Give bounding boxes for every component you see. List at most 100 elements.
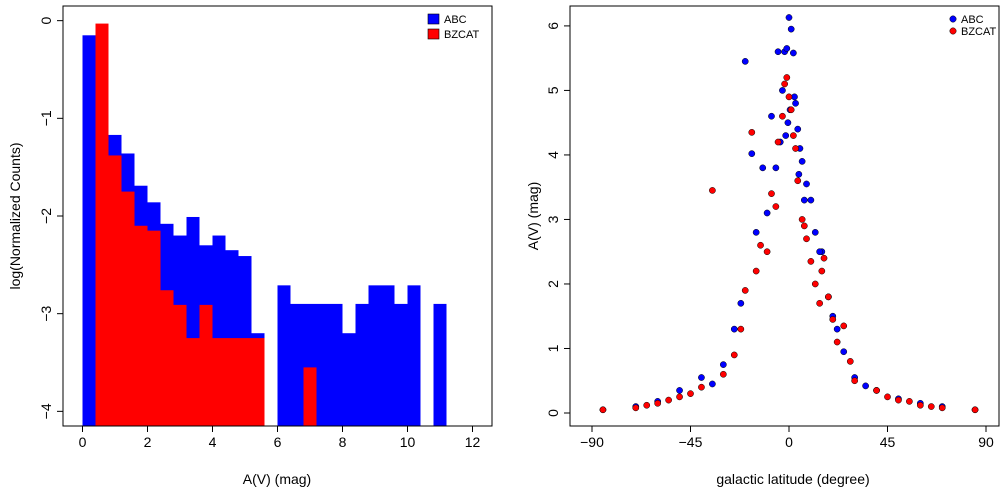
bar-bzcat <box>95 23 109 427</box>
point-bzcat <box>737 325 745 333</box>
point-abc <box>784 119 792 127</box>
bar-abc <box>381 285 395 426</box>
y-tick-label: 2 <box>545 280 561 288</box>
x-tick-label: −90 <box>580 434 604 450</box>
bar-abc <box>329 303 343 426</box>
y-tick-label: 4 <box>545 151 561 159</box>
point-abc <box>737 299 745 307</box>
point-abc <box>698 374 705 381</box>
point-bzcat <box>785 93 793 101</box>
point-bzcat <box>811 280 819 288</box>
x-tick-label: 8 <box>339 434 347 450</box>
histogram-x-axis-title: A(V) (mag) <box>243 471 311 487</box>
point-bzcat <box>730 351 738 359</box>
point-bzcat <box>846 358 854 365</box>
point-abc <box>862 382 869 390</box>
bar-abc <box>277 285 291 426</box>
point-abc <box>816 248 823 256</box>
point-bzcat <box>741 287 749 294</box>
point-bzcat <box>599 406 607 414</box>
bar-abc <box>368 285 382 426</box>
point-bzcat <box>825 293 832 301</box>
point-abc <box>772 164 780 172</box>
histogram-legend: ABC BZCAT <box>427 13 480 41</box>
bar-bzcat <box>108 155 122 426</box>
point-bzcat <box>781 80 788 88</box>
bar-bzcat <box>238 338 252 426</box>
scatter-y-axis: 0 1 2 3 4 5 6 <box>545 22 570 417</box>
point-bzcat <box>820 254 828 262</box>
scatter-plot-frame <box>569 5 1000 427</box>
point-bzcat <box>698 383 705 391</box>
point-abc <box>790 49 797 57</box>
point-abc <box>730 325 738 333</box>
histogram-bars <box>82 23 447 427</box>
point-abc <box>768 112 775 120</box>
point-bzcat <box>632 404 640 412</box>
point-bzcat <box>763 248 771 256</box>
point-abc <box>759 164 767 172</box>
point-abc <box>833 325 841 333</box>
scatter-x-axis: −90 −45 0 45 90 <box>580 426 994 450</box>
bar-bzcat <box>199 304 213 426</box>
point-bzcat <box>709 187 716 194</box>
point-abc <box>763 209 771 217</box>
y-tick-label: 3 <box>545 215 561 223</box>
point-bzcat <box>916 401 924 409</box>
bar-abc <box>342 333 356 426</box>
y-tick-label: −3 <box>38 305 54 321</box>
point-bzcat <box>772 203 780 210</box>
point-abc <box>840 348 848 356</box>
point-bzcat <box>851 377 859 385</box>
histogram-y-axis-title: log(Normalized Counts) <box>7 142 23 289</box>
point-abc <box>794 125 802 133</box>
x-tick-label: 90 <box>978 434 994 450</box>
bar-abc <box>394 303 408 426</box>
point-bzcat <box>818 267 826 275</box>
bar-abc <box>407 285 421 426</box>
x-tick-label: 12 <box>465 434 481 450</box>
point-bzcat <box>643 401 651 409</box>
point-bzcat <box>752 267 760 275</box>
scatter-y-axis-title: A(V) (mag) <box>525 182 541 250</box>
point-bzcat <box>833 338 841 346</box>
scatter-points <box>599 14 979 414</box>
point-abc <box>752 229 760 236</box>
point-bzcat <box>800 222 808 230</box>
y-tick-label: −4 <box>38 403 54 419</box>
y-tick-label: −2 <box>38 208 54 224</box>
bar-bzcat <box>212 338 226 426</box>
x-tick-label: 2 <box>144 434 152 450</box>
x-tick-label: −45 <box>679 434 703 450</box>
x-tick-label: 10 <box>400 434 416 450</box>
point-bzcat <box>807 258 815 265</box>
point-abc <box>807 196 815 204</box>
legend-swatch-bzcat <box>427 28 440 40</box>
y-tick-label: 5 <box>545 86 561 94</box>
histogram-x-axis: 0 2 4 6 8 10 12 <box>79 426 481 450</box>
x-tick-label: 0 <box>785 434 793 450</box>
point-abc <box>719 361 727 368</box>
scatter-legend: ABC BZCAT <box>949 14 997 38</box>
legend-dot-abc <box>949 15 957 23</box>
bar-abc <box>290 303 304 426</box>
point-bzcat <box>774 138 782 146</box>
legend-swatch-abc <box>427 13 440 25</box>
point-bzcat <box>840 322 848 330</box>
point-bzcat <box>783 74 791 81</box>
y-tick-label: 6 <box>545 22 561 30</box>
point-bzcat <box>794 177 802 185</box>
point-bzcat <box>816 299 823 307</box>
point-bzcat <box>798 216 806 223</box>
bar-bzcat <box>225 338 239 426</box>
point-abc <box>783 45 791 52</box>
bar-bzcat <box>173 304 187 426</box>
point-bzcat <box>829 316 837 323</box>
point-bzcat <box>768 190 775 197</box>
point-bzcat <box>873 387 880 394</box>
bar-bzcat <box>147 230 161 426</box>
histogram-y-axis: 0 −1 −2 −3 −4 <box>38 17 63 419</box>
y-tick-label: −1 <box>38 110 54 126</box>
point-bzcat <box>665 396 672 404</box>
